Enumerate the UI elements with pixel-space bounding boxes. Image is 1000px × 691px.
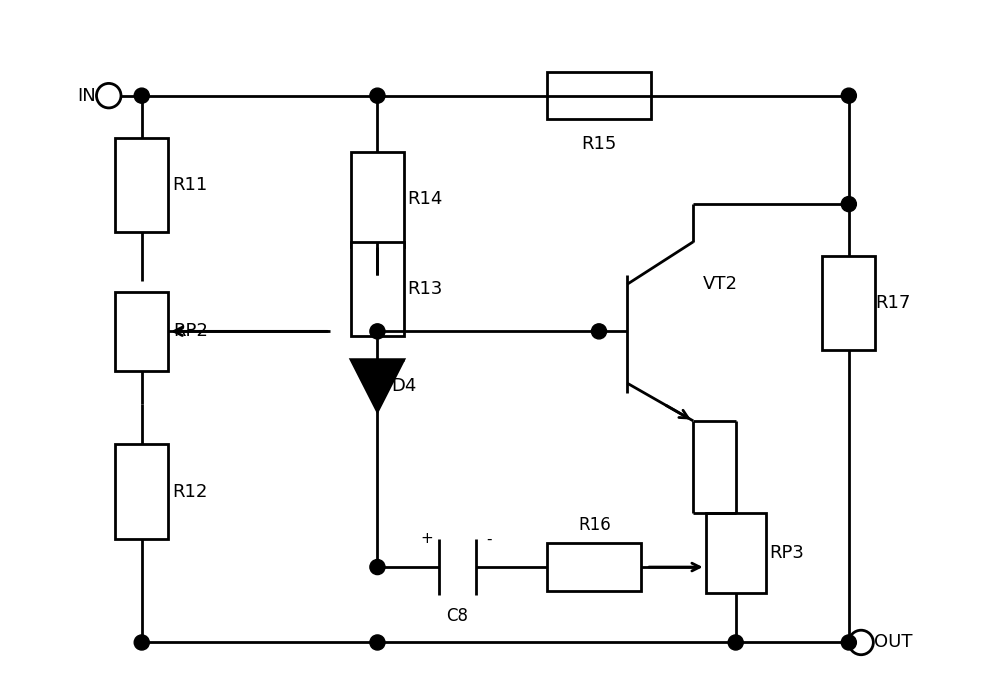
- Text: RP3: RP3: [770, 544, 805, 562]
- Text: RP2: RP2: [173, 323, 208, 341]
- Bar: [547, 72, 651, 120]
- Text: R13: R13: [408, 280, 443, 298]
- Circle shape: [370, 560, 385, 575]
- Circle shape: [134, 635, 149, 650]
- Circle shape: [370, 88, 385, 103]
- Bar: [115, 138, 168, 232]
- Text: R12: R12: [172, 482, 207, 500]
- Bar: [822, 256, 875, 350]
- Text: R17: R17: [875, 294, 911, 312]
- Text: OUT: OUT: [874, 634, 913, 652]
- Bar: [351, 152, 404, 247]
- Bar: [115, 444, 168, 539]
- Text: IN: IN: [78, 86, 96, 104]
- Circle shape: [591, 324, 607, 339]
- Text: C8: C8: [447, 607, 469, 625]
- Text: R14: R14: [408, 191, 443, 209]
- Polygon shape: [351, 359, 404, 412]
- Text: D4: D4: [392, 377, 417, 395]
- Bar: [706, 513, 766, 592]
- Bar: [351, 242, 404, 336]
- Circle shape: [134, 88, 149, 103]
- Circle shape: [370, 635, 385, 650]
- Bar: [547, 544, 641, 591]
- Text: VT2: VT2: [703, 275, 738, 293]
- Circle shape: [841, 88, 856, 103]
- Bar: [115, 292, 168, 371]
- Circle shape: [841, 196, 856, 211]
- Circle shape: [370, 324, 385, 339]
- Text: R15: R15: [581, 135, 617, 153]
- Text: R16: R16: [578, 516, 611, 534]
- Text: +: +: [420, 531, 433, 547]
- Text: R11: R11: [172, 176, 207, 194]
- Circle shape: [841, 635, 856, 650]
- Text: -: -: [486, 531, 491, 547]
- Circle shape: [728, 635, 743, 650]
